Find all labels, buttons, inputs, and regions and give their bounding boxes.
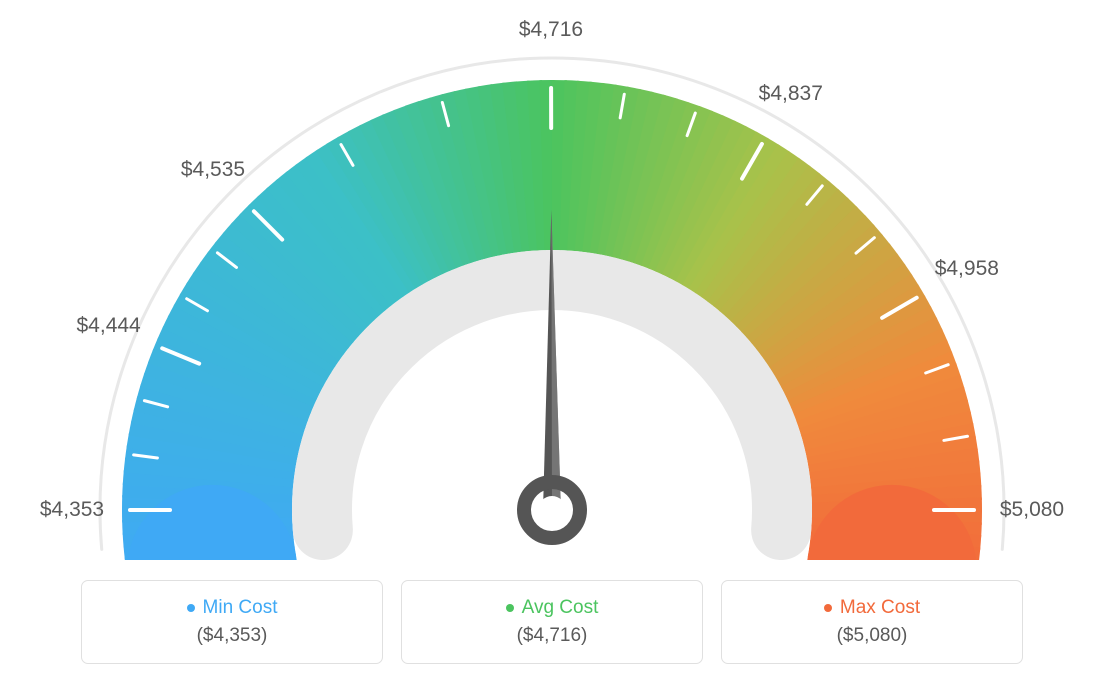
gauge-tick-label: $5,080 [1000,498,1064,522]
min-cost-box: Min Cost ($4,353) [81,580,383,664]
gauge-tick-label: $4,535 [181,158,245,182]
min-cost-value: ($4,353) [197,625,268,647]
avg-cost-value: ($4,716) [517,625,588,647]
dot-icon [187,604,195,612]
max-cost-label-row: Max Cost [824,597,920,619]
cost-summary-row: Min Cost ($4,353) Avg Cost ($4,716) Max … [0,580,1104,664]
max-cost-box: Max Cost ($5,080) [721,580,1023,664]
dot-icon [824,604,832,612]
gauge-tick-label: $4,837 [759,82,823,106]
min-cost-label-row: Min Cost [187,597,278,619]
gauge-tick-label: $4,353 [40,498,104,522]
avg-cost-box: Avg Cost ($4,716) [401,580,703,664]
max-cost-value: ($5,080) [837,625,908,647]
gauge-tick-label: $4,444 [77,314,141,338]
min-cost-label: Min Cost [203,597,278,619]
gauge-chart: $4,353 $4,444 $4,535 $4,716 $4,837 $4,958 $5,0… [0,0,1104,560]
gauge-tick-label: $4,716 [519,18,583,42]
avg-cost-label: Avg Cost [522,597,599,619]
dot-icon [506,604,514,612]
gauge-tick-label: $4,958 [935,257,999,281]
max-cost-label: Max Cost [840,597,920,619]
avg-cost-label-row: Avg Cost [506,597,599,619]
